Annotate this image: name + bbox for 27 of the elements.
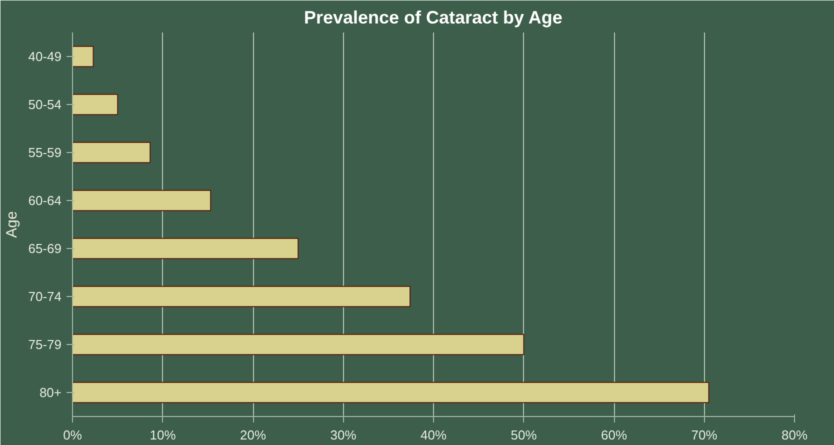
y-tick-label: 75-79 bbox=[28, 337, 62, 352]
x-tick-label: 60% bbox=[600, 428, 628, 442]
x-tick-label: 10% bbox=[150, 428, 176, 442]
bar bbox=[72, 382, 710, 404]
x-tick-label: 30% bbox=[330, 428, 357, 442]
x-tick-label: 50% bbox=[510, 428, 538, 442]
x-tick-label: 20% bbox=[240, 428, 266, 442]
chart-title: Prevalence of Cataract by Age bbox=[304, 8, 562, 28]
y-tick-label: 40-49 bbox=[28, 49, 62, 64]
bar bbox=[72, 46, 94, 68]
x-tick-label: 40% bbox=[420, 428, 447, 442]
y-tick-label: 65-69 bbox=[28, 241, 62, 256]
y-tick-label: 60-64 bbox=[28, 193, 62, 208]
y-axis-title: Age bbox=[3, 211, 20, 238]
bar bbox=[72, 238, 299, 260]
y-tick-label: 80+ bbox=[39, 385, 62, 400]
bar bbox=[72, 94, 118, 116]
bar bbox=[72, 286, 411, 308]
x-tick-label: 0% bbox=[63, 428, 82, 442]
bar bbox=[72, 334, 524, 356]
y-tick-label: 70-74 bbox=[28, 289, 62, 304]
y-tick-label: 55-59 bbox=[28, 145, 62, 160]
x-tick-label: 80% bbox=[781, 428, 808, 442]
x-tick-label: 70% bbox=[691, 428, 718, 442]
bar bbox=[72, 190, 212, 212]
bar bbox=[72, 142, 151, 164]
y-tick-label: 50-54 bbox=[28, 97, 62, 112]
